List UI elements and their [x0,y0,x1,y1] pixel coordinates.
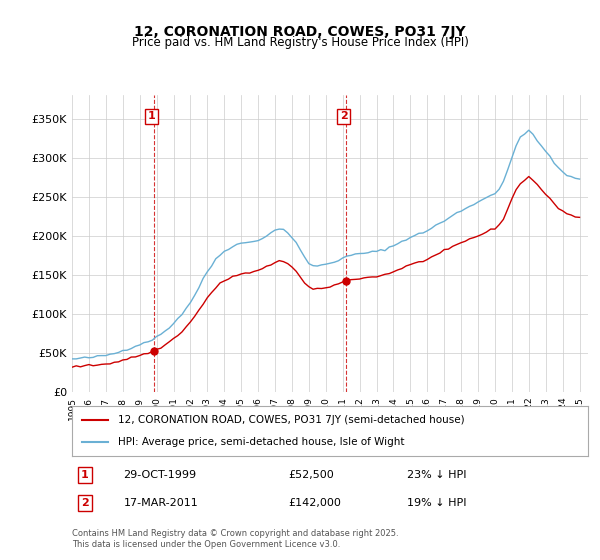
Text: 12, CORONATION ROAD, COWES, PO31 7JY (semi-detached house): 12, CORONATION ROAD, COWES, PO31 7JY (se… [118,415,465,425]
Text: 2: 2 [340,111,347,122]
Text: 17-MAR-2011: 17-MAR-2011 [124,498,199,508]
Text: 12, CORONATION ROAD, COWES, PO31 7JY: 12, CORONATION ROAD, COWES, PO31 7JY [134,25,466,39]
Text: 2: 2 [81,498,89,508]
Text: Contains HM Land Registry data © Crown copyright and database right 2025.
This d: Contains HM Land Registry data © Crown c… [72,529,398,549]
Text: 19% ↓ HPI: 19% ↓ HPI [407,498,467,508]
Text: 1: 1 [81,470,89,480]
Text: 23% ↓ HPI: 23% ↓ HPI [407,470,467,480]
Text: £52,500: £52,500 [289,470,334,480]
Text: £142,000: £142,000 [289,498,341,508]
Text: 1: 1 [148,111,155,122]
Text: HPI: Average price, semi-detached house, Isle of Wight: HPI: Average price, semi-detached house,… [118,437,405,447]
Text: Price paid vs. HM Land Registry's House Price Index (HPI): Price paid vs. HM Land Registry's House … [131,36,469,49]
Text: 29-OCT-1999: 29-OCT-1999 [124,470,197,480]
